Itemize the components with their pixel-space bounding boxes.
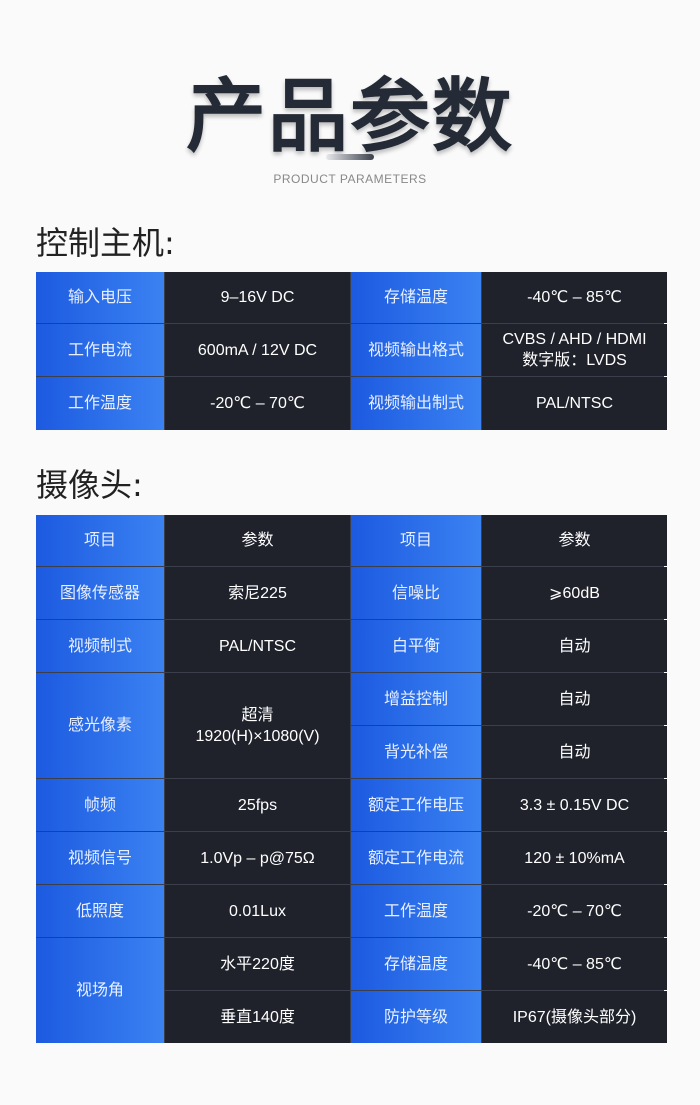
table-header: 项目: [36, 515, 164, 566]
param-label: 背光补偿: [351, 726, 481, 778]
table-header: 参数: [165, 515, 350, 566]
param-value: 自动: [482, 726, 667, 778]
param-value: 索尼225: [165, 567, 350, 619]
param-value: ⩾60dB: [482, 567, 667, 619]
param-label: 增益控制: [351, 673, 481, 725]
param-value: -20℃ – 70℃: [165, 377, 350, 430]
param-value: -40℃ – 85℃: [482, 272, 667, 323]
param-label: 额定工作电压: [351, 779, 481, 831]
param-value: 120 ± 10%mA: [482, 832, 667, 884]
param-label: 视频输出制式: [351, 377, 481, 430]
param-value: 自动: [482, 673, 667, 725]
param-value: 水平220度: [165, 938, 350, 990]
param-value: CVBS / AHD / HDMI 数字版：LVDS: [482, 324, 667, 376]
param-label: 图像传感器: [36, 567, 164, 619]
param-value: 25fps: [165, 779, 350, 831]
param-value: -40℃ – 85℃: [482, 938, 667, 990]
camera-table: 项目 参数 项目 参数 图像传感器 索尼225 信噪比 ⩾60dB 视频制式 PAL/NT…: [36, 515, 667, 1043]
table-header: 参数: [482, 515, 667, 566]
param-value: -20℃ – 70℃: [482, 885, 667, 937]
param-label: 视场角: [36, 938, 164, 1043]
param-label: 防护等级: [351, 991, 481, 1043]
param-value: PAL/NTSC: [482, 377, 667, 430]
param-value: 超清 1920(H)×1080(V): [165, 673, 350, 778]
param-label: 视频输出格式: [351, 324, 481, 376]
param-value: 3.3 ± 0.15V DC: [482, 779, 667, 831]
page-title: 产品参数: [186, 70, 514, 163]
param-label: 视频信号: [36, 832, 164, 884]
param-label: 输入电压: [36, 272, 164, 323]
param-value: 9–16V DC: [165, 272, 350, 323]
param-label: 低照度: [36, 885, 164, 937]
table-header: 项目: [351, 515, 481, 566]
param-value: PAL/NTSC: [165, 620, 350, 672]
param-label: 感光像素: [36, 673, 164, 778]
param-label: 视频制式: [36, 620, 164, 672]
param-value: 垂直140度: [165, 991, 350, 1043]
param-label: 信噪比: [351, 567, 481, 619]
param-label: 存储温度: [351, 272, 481, 323]
param-label: 帧频: [36, 779, 164, 831]
param-label: 额定工作电流: [351, 832, 481, 884]
host-heading: 控制主机:: [36, 224, 175, 262]
param-label: 工作温度: [36, 377, 164, 430]
param-value: 自动: [482, 620, 667, 672]
param-label: 工作电流: [36, 324, 164, 376]
host-table: 输入电压 9–16V DC 存储温度 -40℃ – 85℃ 工作电流 600mA / 12…: [36, 272, 667, 430]
param-label: 工作温度: [351, 885, 481, 937]
param-value: 0.01Lux: [165, 885, 350, 937]
param-value: IP67(摄像头部分): [482, 991, 667, 1043]
camera-heading: 摄像头:: [36, 466, 143, 504]
param-label: 白平衡: [351, 620, 481, 672]
divider: [326, 154, 374, 160]
param-value: 600mA / 12V DC: [165, 324, 350, 376]
param-label: 存储温度: [351, 938, 481, 990]
page-subtitle: PRODUCT PARAMETERS: [273, 172, 427, 186]
param-value: 1.0Vp – p@75Ω: [165, 832, 350, 884]
